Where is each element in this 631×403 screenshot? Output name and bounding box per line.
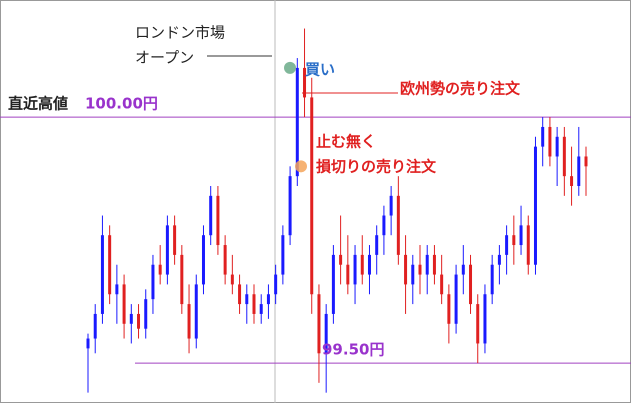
- candle-body: [570, 176, 574, 186]
- candle-body: [303, 67, 307, 98]
- candle-body: [404, 254, 408, 285]
- candle-body: [108, 235, 112, 295]
- candle-body: [548, 126, 552, 157]
- candle-body: [151, 264, 155, 300]
- candle-body: [158, 264, 162, 275]
- candle-body: [425, 254, 429, 275]
- candle-body: [505, 235, 509, 255]
- candle-body: [93, 313, 97, 339]
- candle-body: [339, 254, 343, 265]
- candle-body: [100, 235, 104, 314]
- marker: [284, 61, 296, 74]
- candle-body: [266, 294, 270, 305]
- hline-name: 直近高値: [8, 95, 68, 113]
- candle-body: [259, 304, 263, 314]
- candle-body: [187, 304, 191, 339]
- annotation: オープン: [135, 49, 194, 67]
- candle-body: [288, 176, 292, 236]
- candle-body: [512, 235, 516, 246]
- marker-label: 買い: [305, 61, 335, 79]
- candle-body: [201, 235, 205, 285]
- candle-body: [144, 299, 148, 329]
- candle-body: [562, 136, 566, 177]
- candle-body: [476, 304, 480, 344]
- candle-body: [375, 235, 379, 255]
- candle-body: [245, 294, 249, 305]
- candle-body: [165, 225, 169, 275]
- candle-body: [577, 156, 581, 186]
- candle-body: [411, 264, 415, 285]
- candle-body: [454, 274, 458, 324]
- candle-body: [274, 274, 278, 295]
- candle-body: [555, 136, 559, 157]
- candle-body: [122, 284, 126, 324]
- candle-body: [180, 254, 184, 305]
- candle-body: [526, 225, 530, 265]
- candle-body: [469, 264, 473, 305]
- candle-body: [238, 284, 242, 305]
- candle-body: [252, 294, 256, 314]
- candle-body: [353, 254, 357, 285]
- candle-body: [461, 264, 465, 275]
- candle-body: [432, 254, 436, 275]
- marker-label: 止む無く: [316, 133, 376, 151]
- hline-label: 99.50円: [322, 341, 384, 359]
- candle-body: [129, 313, 133, 324]
- candle-body: [216, 195, 220, 246]
- candle-body: [194, 284, 198, 339]
- candle-body: [382, 215, 386, 236]
- candle-body: [533, 146, 537, 265]
- candle-body: [223, 245, 227, 275]
- candle-body: [331, 254, 335, 314]
- candle-body: [584, 156, 588, 167]
- candle-body: [519, 225, 523, 246]
- candle-body: [447, 294, 451, 324]
- candle-body: [324, 313, 328, 354]
- annotation: ロンドン市場: [135, 24, 225, 42]
- candle-body: [346, 264, 350, 285]
- candle-body: [317, 294, 321, 354]
- candle-body: [86, 338, 90, 349]
- candle-body: [173, 225, 177, 255]
- candle-body: [360, 254, 364, 275]
- candle-body: [295, 67, 299, 177]
- candle-body: [115, 284, 119, 295]
- hline-label: 100.00円: [85, 95, 158, 113]
- candle-body: [310, 97, 314, 295]
- candle-body: [490, 264, 494, 295]
- candle-body: [418, 264, 422, 275]
- marker-label: 損切りの売り注文: [316, 158, 437, 176]
- candle-body: [389, 195, 393, 216]
- candle-body: [497, 254, 501, 265]
- candle-body: [483, 294, 487, 344]
- marker: [295, 160, 307, 173]
- candle-body: [281, 235, 285, 275]
- candle-body: [541, 126, 545, 147]
- candle-body: [440, 274, 444, 295]
- candle-body: [367, 254, 371, 275]
- annotation: 欧州勢の売り注文: [400, 80, 521, 98]
- candle-body: [137, 313, 141, 329]
- candle-body: [209, 195, 213, 236]
- candle-body: [230, 274, 234, 285]
- candle-body: [396, 195, 400, 255]
